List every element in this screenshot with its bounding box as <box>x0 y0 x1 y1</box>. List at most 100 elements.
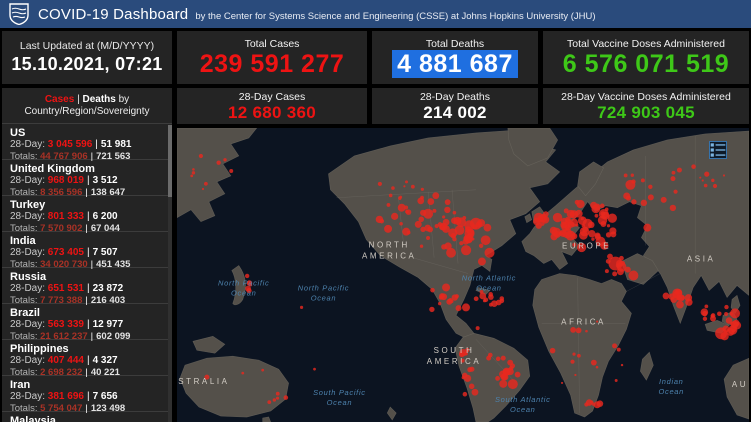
total-vaccines-panel: Total Vaccine Doses Administered 6 576 0… <box>543 31 749 84</box>
total-cases-panel: Total Cases 239 591 277 <box>177 31 367 84</box>
map-legend-button[interactable] <box>709 141 727 159</box>
main-column: Total Cases 239 591 277 Total Deaths 4 8… <box>177 31 749 422</box>
country-row[interactable]: Malaysia | | <box>2 412 172 422</box>
country-name: Turkey <box>10 199 46 211</box>
country-28day-line: 28-Day: 563 339 | 12 977 <box>10 319 124 330</box>
last-updated-panel: Last Updated at (M/D/YYYY) 15.10.2021, 0… <box>2 31 172 84</box>
legend-icon <box>710 143 726 157</box>
country-28day-line: 28-Day: 968 019 | 3 512 <box>10 175 118 186</box>
map-label: ASIA <box>687 255 716 264</box>
country-name: Philippines <box>10 343 69 355</box>
day28-vaccines-panel: 28-Day Vaccine Doses Administered 724 90… <box>543 88 749 124</box>
totals-row: Total Cases 239 591 277 Total Deaths 4 8… <box>177 31 749 84</box>
jhu-shield-icon <box>9 3 29 25</box>
page-title: COVID-19 Dashboard <box>38 5 189 23</box>
country-totals-line: Totals: 2 698 232 | 40 221 <box>10 366 120 378</box>
map-label: SOUTH <box>434 346 475 355</box>
country-name: Iran <box>10 379 31 391</box>
map-label: AU <box>732 380 748 389</box>
country-totals-line: Totals: 7 570 902 | 67 044 <box>10 222 120 234</box>
day28-deaths-label: 28-Day Deaths <box>419 90 491 103</box>
total-vaccines-label: Total Vaccine Doses Administered <box>567 38 725 50</box>
map-label: Ocean <box>327 398 352 407</box>
sidebar-scrollbar[interactable] <box>168 125 172 422</box>
map-label: EUROPE <box>562 242 611 251</box>
map-label: Ocean <box>231 288 256 297</box>
last-updated-value: 15.10.2021, 07:21 <box>11 54 163 74</box>
country-28day-line: 28-Day: 3 045 596 | 51 981 <box>10 139 132 150</box>
world-map[interactable]: NORTH AMERICA EUROPE ASIA AFRICA SOUTH AMERICA… <box>177 128 749 422</box>
country-name: United Kingdom <box>10 163 95 175</box>
country-row[interactable]: India 28-Day: 673 405 | 7 507 Totals: 34 0… <box>2 232 172 270</box>
total-cases-label: Total Cases <box>244 38 300 50</box>
total-deaths-label: Total Deaths <box>425 38 485 50</box>
country-28day-line: 28-Day: 673 405 | 7 507 <box>10 247 118 258</box>
map-label: AMERICA <box>427 357 481 366</box>
map-label: Ocean <box>659 387 684 396</box>
country-list-header: Cases | Deaths by Country/Region/Soverei… <box>2 88 172 124</box>
country-row[interactable]: Philippines 28-Day: 407 444 | 4 327 Totals… <box>2 340 172 378</box>
day28-cases-panel: 28-Day Cases 12 680 360 <box>177 88 367 124</box>
map-label: AMERICA <box>362 252 416 261</box>
day28-vaccines-label: 28-Day Vaccine Doses Administered <box>561 90 731 103</box>
country-row[interactable]: Russia 28-Day: 651 531 | 23 872 Totals: 7 … <box>2 268 172 306</box>
map-label: North Atlantic <box>462 273 516 282</box>
country-totals-line: Totals: 5 754 047 | 123 498 <box>10 402 126 414</box>
day28-row: 28-Day Cases 12 680 360 28-Day Deaths 21… <box>177 88 749 124</box>
country-row[interactable]: US 28-Day: 3 045 596 | 51 981 Totals: 44 7… <box>2 124 172 162</box>
total-deaths-value: 4 881 687 <box>392 50 518 78</box>
country-name: Russia <box>10 271 47 283</box>
total-vaccines-value: 6 576 071 519 <box>562 50 730 78</box>
total-deaths-panel: Total Deaths 4 881 687 <box>372 31 538 84</box>
country-totals-line: Totals: 8 356 596 | 138 647 <box>10 186 126 198</box>
country-totals-line: Totals: 21 612 237 | 602 099 <box>10 330 131 342</box>
case-dots <box>190 153 742 409</box>
day28-cases-value: 12 680 360 <box>227 102 317 122</box>
country-row[interactable]: United Kingdom 28-Day: 968 019 | 3 512 Tot… <box>2 160 172 198</box>
country-totals-line: Totals: 34 020 730 | 451 435 <box>10 258 131 270</box>
app-header: COVID-19 Dashboard by the Center for Sys… <box>0 0 751 28</box>
continent-shapes <box>177 128 749 422</box>
country-name: Malaysia <box>10 415 56 422</box>
map-label: North Pacific <box>298 283 349 292</box>
map-label: AFRICA <box>561 317 606 326</box>
map-label: Ocean <box>476 283 501 292</box>
world-map-svg[interactable]: NORTH AMERICA EUROPE ASIA AFRICA SOUTH AMERICA… <box>177 128 749 422</box>
country-list-panel: Cases | Deaths by Country/Region/Soverei… <box>2 88 172 422</box>
dashboard-body: Last Updated at (M/D/YYYY) 15.10.2021, 0… <box>0 28 751 422</box>
country-28day-line: 28-Day: 407 444 | 4 327 <box>10 355 118 366</box>
sidebar-scrollbar-thumb[interactable] <box>168 125 172 197</box>
map-labels: NORTH AMERICA EUROPE ASIA AFRICA SOUTH AMERICA… <box>178 241 748 414</box>
country-28day-line: 28-Day: 381 696 | 7 656 <box>10 391 118 402</box>
country-list: US 28-Day: 3 045 596 | 51 981 Totals: 44 7… <box>2 124 172 422</box>
page-subtitle: by the Center for Systems Science and En… <box>195 10 596 22</box>
day28-vaccines-value: 724 903 045 <box>597 102 695 122</box>
header-scope-line: Country/Region/Sovereignty <box>24 106 150 117</box>
country-28day-line: 28-Day: 651 531 | 23 872 <box>10 283 124 294</box>
country-name: Brazil <box>10 307 40 319</box>
country-row[interactable]: Turkey 28-Day: 801 333 | 6 200 Totals: 7 5… <box>2 196 172 234</box>
map-label: North Pacific <box>218 278 269 287</box>
country-name: US <box>10 127 26 139</box>
country-28day-line: 28-Day: 801 333 | 6 200 <box>10 211 118 222</box>
map-label: NORTH <box>369 241 410 250</box>
total-cases-value: 239 591 277 <box>199 50 345 78</box>
map-label: Ocean <box>510 405 535 414</box>
header-cases-word: Cases <box>44 94 75 105</box>
map-label: Indian <box>659 377 684 386</box>
left-column: Last Updated at (M/D/YYYY) 15.10.2021, 0… <box>2 31 172 422</box>
country-totals-line: Totals: 44 767 906 | 721 563 <box>10 150 131 162</box>
last-updated-label: Last Updated at (M/D/YYYY) <box>19 40 155 52</box>
country-totals-line: Totals: 7 773 388 | 216 403 <box>10 294 126 306</box>
country-row[interactable]: Iran 28-Day: 381 696 | 7 656 Totals: 5 754… <box>2 376 172 414</box>
day28-deaths-panel: 28-Day Deaths 214 002 <box>372 88 538 124</box>
day28-cases-label: 28-Day Cases <box>238 90 306 103</box>
header-deaths-word: Deaths <box>82 94 116 105</box>
map-label: STRALIA <box>178 377 229 386</box>
day28-deaths-value: 214 002 <box>423 102 487 122</box>
map-label: South Atlantic <box>495 395 551 404</box>
map-label: Ocean <box>311 293 336 302</box>
country-name: India <box>10 235 36 247</box>
country-row[interactable]: Brazil 28-Day: 563 339 | 12 977 Totals: 21… <box>2 304 172 342</box>
